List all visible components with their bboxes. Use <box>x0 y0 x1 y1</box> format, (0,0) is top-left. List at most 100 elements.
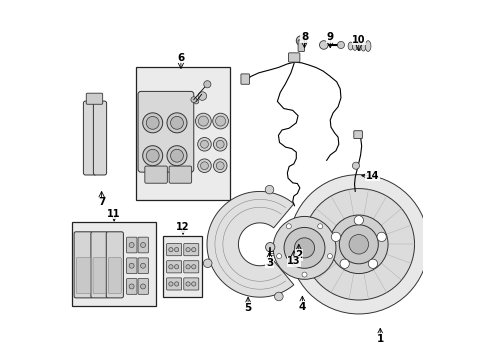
Circle shape <box>168 248 173 252</box>
Circle shape <box>197 159 211 172</box>
Circle shape <box>200 162 208 170</box>
Circle shape <box>348 235 368 254</box>
Text: 13: 13 <box>286 256 300 266</box>
FancyBboxPatch shape <box>138 258 148 274</box>
Circle shape <box>276 254 281 258</box>
Circle shape <box>166 146 186 166</box>
Circle shape <box>129 243 134 248</box>
FancyBboxPatch shape <box>93 101 106 175</box>
Text: 10: 10 <box>351 35 365 45</box>
Circle shape <box>197 138 211 151</box>
FancyBboxPatch shape <box>83 101 97 175</box>
Text: 1: 1 <box>376 334 383 344</box>
Text: 4: 4 <box>298 302 305 312</box>
FancyBboxPatch shape <box>183 278 198 290</box>
Ellipse shape <box>347 42 352 50</box>
Circle shape <box>317 224 322 229</box>
Circle shape <box>213 138 226 151</box>
Circle shape <box>337 41 344 49</box>
FancyBboxPatch shape <box>166 261 181 273</box>
Circle shape <box>174 265 179 269</box>
Circle shape <box>331 232 340 242</box>
Circle shape <box>285 224 291 229</box>
Circle shape <box>146 149 159 162</box>
Text: 5: 5 <box>244 303 251 313</box>
Bar <box>163 237 202 297</box>
FancyBboxPatch shape <box>183 244 198 256</box>
Circle shape <box>185 282 190 286</box>
Circle shape <box>146 116 159 129</box>
Circle shape <box>174 248 179 252</box>
FancyBboxPatch shape <box>241 74 249 84</box>
Circle shape <box>166 113 186 133</box>
Polygon shape <box>206 192 293 297</box>
Circle shape <box>170 149 183 162</box>
Ellipse shape <box>365 41 370 51</box>
Ellipse shape <box>360 41 365 51</box>
Circle shape <box>264 185 273 194</box>
Circle shape <box>129 263 134 268</box>
Circle shape <box>129 284 134 289</box>
Circle shape <box>265 243 274 252</box>
Circle shape <box>191 282 196 286</box>
Circle shape <box>274 292 283 301</box>
FancyBboxPatch shape <box>86 93 102 104</box>
Circle shape <box>339 259 348 269</box>
Circle shape <box>216 140 224 148</box>
FancyBboxPatch shape <box>126 279 137 294</box>
Circle shape <box>339 225 378 264</box>
FancyBboxPatch shape <box>138 279 148 294</box>
FancyBboxPatch shape <box>91 232 108 298</box>
Circle shape <box>216 162 224 170</box>
Circle shape <box>215 116 225 126</box>
Circle shape <box>353 216 363 225</box>
Circle shape <box>170 116 183 129</box>
FancyBboxPatch shape <box>74 232 93 298</box>
Circle shape <box>185 265 190 269</box>
Text: 14: 14 <box>365 171 378 181</box>
Circle shape <box>294 238 314 258</box>
Circle shape <box>284 228 325 268</box>
Bar <box>135 67 230 200</box>
Bar <box>72 222 156 306</box>
Circle shape <box>190 97 196 103</box>
FancyBboxPatch shape <box>353 131 362 139</box>
Circle shape <box>174 282 179 286</box>
FancyBboxPatch shape <box>183 261 198 273</box>
Text: 8: 8 <box>300 32 307 42</box>
Text: 6: 6 <box>177 53 184 63</box>
Circle shape <box>203 259 212 267</box>
Circle shape <box>303 189 414 300</box>
Circle shape <box>272 216 335 279</box>
Circle shape <box>329 215 387 274</box>
Circle shape <box>191 265 196 269</box>
FancyBboxPatch shape <box>138 91 193 172</box>
Circle shape <box>376 232 386 242</box>
Circle shape <box>142 113 163 133</box>
FancyBboxPatch shape <box>169 166 191 183</box>
Circle shape <box>203 81 210 88</box>
FancyBboxPatch shape <box>298 40 304 51</box>
Circle shape <box>168 282 173 286</box>
Circle shape <box>142 146 163 166</box>
FancyBboxPatch shape <box>138 237 148 253</box>
FancyBboxPatch shape <box>108 257 121 294</box>
FancyBboxPatch shape <box>288 53 299 62</box>
Circle shape <box>296 36 305 46</box>
Circle shape <box>200 140 208 148</box>
FancyBboxPatch shape <box>76 257 90 294</box>
Text: 12: 12 <box>176 222 189 232</box>
Circle shape <box>140 263 145 268</box>
Circle shape <box>198 116 208 126</box>
Circle shape <box>168 265 173 269</box>
Circle shape <box>327 254 332 258</box>
Circle shape <box>319 41 327 49</box>
Circle shape <box>352 162 359 169</box>
FancyBboxPatch shape <box>166 244 181 256</box>
Text: 9: 9 <box>326 32 333 42</box>
Circle shape <box>195 113 211 129</box>
Circle shape <box>198 92 206 100</box>
Circle shape <box>140 243 145 248</box>
Circle shape <box>367 259 377 269</box>
Circle shape <box>213 159 226 172</box>
